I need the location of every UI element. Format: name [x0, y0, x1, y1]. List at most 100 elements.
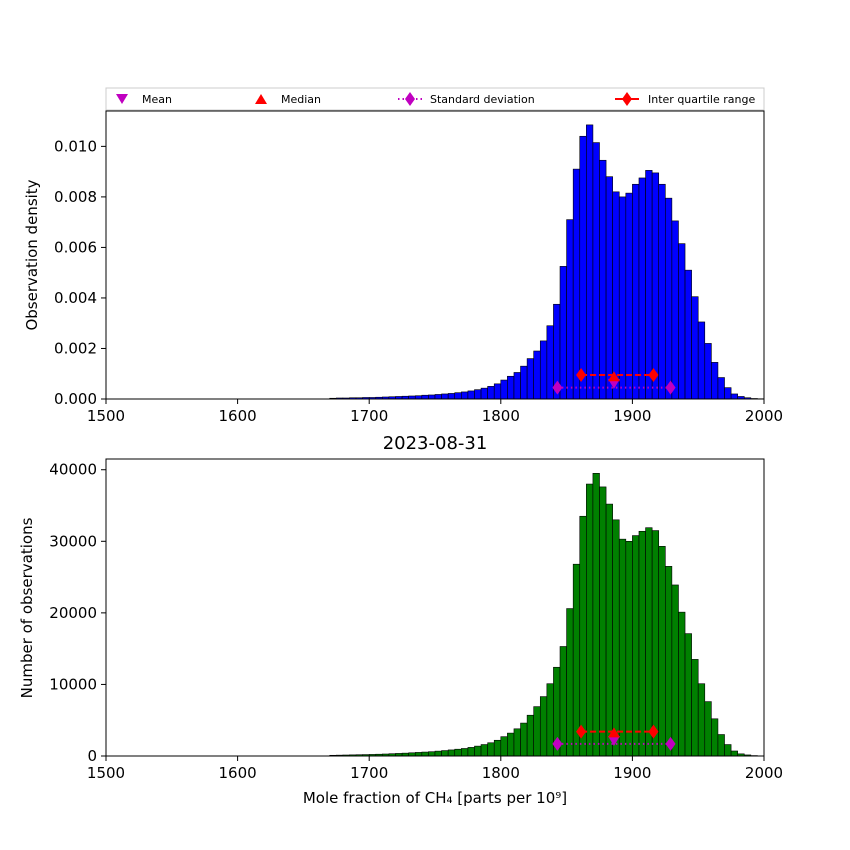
density-bar — [447, 393, 456, 400]
density-bar — [493, 383, 502, 400]
density-x-tick-label: 1700 — [350, 407, 388, 425]
counts-bar — [632, 535, 640, 757]
density-y-tick-label: 0.004 — [54, 289, 97, 307]
counts-y-tick-label: 40000 — [49, 461, 97, 479]
counts-y-ticks: 0 10000 20000 30000 40000 — [49, 461, 106, 765]
counts-bar — [579, 515, 587, 757]
density-bar — [474, 389, 482, 400]
counts-bars — [329, 473, 765, 757]
density-bar — [605, 176, 613, 400]
counts-iqr-high-marker — [648, 724, 659, 739]
counts-bar — [461, 748, 469, 757]
counts-x-axis-label: Mole fraction of CH₄ [parts per 10⁹] — [303, 789, 567, 807]
counts-x-tick-label: 1600 — [219, 764, 257, 782]
density-plot-frame — [105, 110, 765, 400]
density-bar — [697, 321, 706, 400]
counts-bar — [651, 530, 660, 757]
counts-y-axis-label: Number of observations — [18, 517, 36, 698]
counts-bar — [414, 752, 423, 757]
density-bar — [480, 387, 488, 400]
density-y-tick-label: 0.010 — [54, 137, 97, 155]
counts-bar — [487, 742, 495, 757]
density-bar — [546, 325, 554, 400]
counts-bar — [691, 659, 699, 757]
density-bar — [704, 343, 712, 400]
density-y-ticks: 0.000 0.002 0.004 0.006 0.008 0.010 — [54, 137, 106, 408]
counts-bar — [586, 483, 594, 757]
density-bar — [592, 142, 600, 400]
counts-x-tick-label: 1900 — [613, 764, 651, 782]
counts-bar — [566, 608, 574, 757]
density-mean-marker — [607, 378, 620, 389]
counts-x-tick-label: 1700 — [350, 764, 388, 782]
density-x-tick-label: 1500 — [87, 407, 125, 425]
density-bar — [428, 394, 436, 400]
counts-bar — [730, 750, 738, 757]
counts-x-ticks: 1500 1600 1700 1800 1900 2000 — [87, 756, 783, 782]
density-bar — [691, 296, 699, 400]
density-median-marker — [607, 371, 620, 382]
counts-bar — [507, 732, 515, 757]
counts-panel: 2023-08-31 1500 1600 1700 1800 1900 2000 0 100… — [18, 433, 783, 807]
density-std-low-marker — [552, 380, 563, 395]
density-bar — [500, 379, 508, 400]
density-bar — [539, 340, 548, 400]
legend-frame — [105, 87, 765, 111]
counts-bar — [724, 744, 732, 757]
counts-bar — [618, 538, 627, 757]
counts-bar — [559, 646, 567, 757]
counts-x-tick-label: 2000 — [745, 764, 783, 782]
density-bar — [441, 393, 449, 400]
counts-bar — [671, 584, 679, 757]
counts-summary-markers — [552, 724, 676, 751]
density-bars — [329, 124, 765, 400]
density-bar — [645, 170, 653, 400]
density-bar — [730, 393, 738, 400]
counts-bar — [592, 473, 600, 757]
counts-bar — [428, 751, 436, 757]
legend-iqr-marker-icon — [622, 92, 632, 106]
density-bar — [618, 196, 627, 400]
density-bar — [678, 243, 686, 400]
counts-bar — [658, 546, 666, 757]
counts-mean-marker — [607, 735, 620, 746]
legend: Mean Median Standard deviation Inter qua… — [105, 87, 765, 111]
legend-mean-marker-icon — [116, 94, 128, 104]
counts-y-tick-label: 20000 — [49, 604, 97, 622]
counts-bar — [441, 750, 449, 757]
counts-y-tick-label: 10000 — [49, 675, 97, 693]
counts-bar — [605, 503, 613, 757]
density-y-tick-label: 0.002 — [54, 339, 97, 357]
counts-bar — [480, 744, 488, 757]
density-bar — [711, 362, 719, 400]
counts-bar — [447, 749, 456, 757]
density-x-tick-label: 1600 — [219, 407, 257, 425]
density-x-tick-label: 1900 — [613, 407, 651, 425]
density-y-tick-label: 0.008 — [54, 188, 97, 206]
density-bar — [461, 391, 469, 400]
counts-bar — [625, 540, 633, 757]
density-x-ticks: 1500 1600 1700 1800 1900 2000 — [87, 399, 783, 425]
counts-std-low-marker — [552, 736, 563, 751]
density-x-tick-label: 2000 — [745, 407, 783, 425]
legend-mean-label: Mean — [142, 93, 172, 106]
density-bar — [467, 390, 475, 400]
counts-bar — [697, 683, 706, 757]
counts-bar — [612, 519, 620, 757]
counts-bar — [572, 563, 581, 757]
density-bar — [638, 177, 646, 400]
density-bar — [533, 350, 541, 400]
density-bar — [559, 266, 567, 400]
counts-bar — [500, 736, 508, 757]
density-y-tick-label: 0.000 — [54, 390, 97, 408]
counts-bar — [678, 611, 686, 757]
density-y-axis-label: Observation density — [23, 179, 41, 330]
density-bar — [625, 192, 633, 400]
density-iqr-low-marker — [576, 368, 587, 382]
density-bar — [579, 135, 587, 400]
counts-bar — [513, 728, 521, 757]
legend-std-label: Standard deviation — [430, 93, 535, 106]
density-bar — [513, 372, 521, 400]
density-x-tick-label: 1800 — [482, 407, 520, 425]
counts-bar — [664, 566, 673, 757]
